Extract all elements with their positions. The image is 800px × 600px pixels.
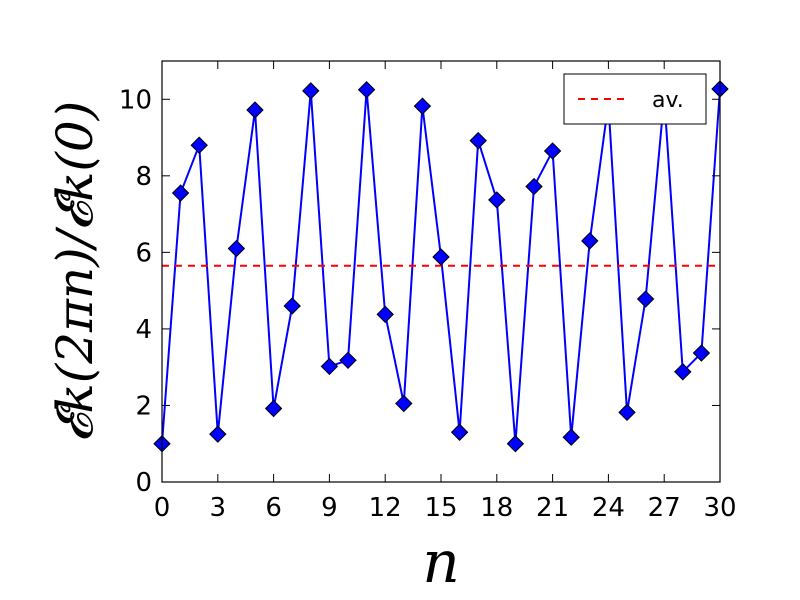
x-axis-title: n [422, 528, 459, 596]
y-tick-label: 0 [135, 468, 152, 498]
x-tick-label: 24 [592, 493, 625, 523]
y-tick-label: 10 [119, 85, 152, 115]
legend-label-av: av. [652, 88, 684, 113]
data-point [506, 435, 525, 453]
data-point [674, 363, 692, 381]
data-point [302, 82, 320, 100]
data-point [562, 428, 580, 446]
data-point [246, 101, 264, 119]
marks-layer [153, 80, 729, 453]
data-point [413, 97, 432, 115]
x-tick-label: 27 [648, 493, 681, 523]
y-tick-label: 2 [135, 391, 152, 421]
x-tick-label: 3 [210, 493, 227, 523]
data-point [357, 80, 376, 99]
y-axis-title: 𝓔k(2πn)/𝓔k(0) [46, 101, 104, 442]
data-point [209, 425, 227, 443]
data-point [283, 297, 301, 315]
data-point [264, 399, 283, 418]
data-point [618, 403, 636, 422]
x-tick-label: 15 [424, 493, 457, 523]
data-point [450, 423, 469, 441]
data-point [692, 344, 711, 362]
x-tick-label: 12 [369, 493, 402, 523]
y-tick-label: 6 [135, 238, 152, 268]
data-point [395, 394, 413, 413]
data-point [488, 191, 506, 209]
data-point [525, 177, 543, 196]
y-tick-label: 8 [135, 162, 152, 192]
data-point [320, 357, 339, 376]
data-point [636, 290, 655, 308]
x-tick-label: 21 [536, 493, 569, 523]
data-point [432, 248, 450, 266]
x-tick-label: 18 [480, 493, 513, 523]
data-point [339, 351, 357, 369]
data-point [543, 142, 562, 160]
x-tick-label: 6 [265, 493, 282, 523]
legend-box [563, 73, 707, 125]
legend: av. [563, 73, 707, 125]
data-point [376, 305, 394, 324]
y-tick-label: 4 [135, 315, 152, 345]
x-tick-label: 30 [703, 493, 736, 523]
x-tick-label: 9 [321, 493, 338, 523]
data-point [190, 136, 208, 154]
data-point [171, 184, 190, 202]
x-tick-label: 0 [154, 493, 171, 523]
data-point [469, 131, 487, 150]
data-point [227, 239, 246, 258]
data-point [581, 232, 599, 250]
